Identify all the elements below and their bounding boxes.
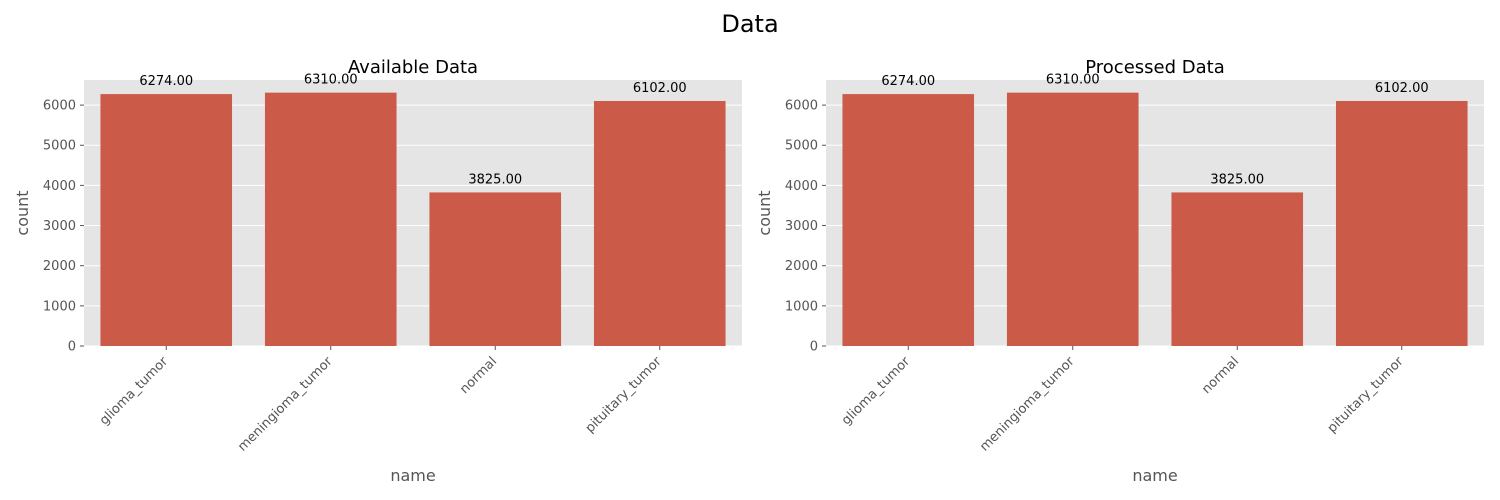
bar <box>593 100 726 347</box>
bar <box>1006 92 1139 346</box>
y-tick-label: 3000 <box>43 219 76 234</box>
chart-title: Processed Data <box>1085 57 1224 78</box>
data-label: 3825.00 <box>468 172 522 187</box>
y-axis-label: count <box>13 190 32 235</box>
x-tick-label: normal <box>1199 354 1242 397</box>
x-tick-label: glioma_tumor <box>97 354 172 429</box>
x-tick-label: normal <box>457 354 500 397</box>
data-label: 6102.00 <box>1375 81 1429 96</box>
x-tick-label: pituitary_tumor <box>1325 354 1407 436</box>
y-tick-label: 2000 <box>43 259 76 274</box>
data-labels: 6274.00 6310.00 3825.00 6102.00 <box>139 73 686 188</box>
data-label: 6310.00 <box>304 73 358 88</box>
data-label: 3825.00 <box>1210 172 1264 187</box>
y-axis-label: count <box>755 190 774 235</box>
x-tick-label: meningioma_tumor <box>235 354 336 455</box>
bar <box>264 92 397 346</box>
data-label: 6274.00 <box>139 74 193 89</box>
y-tick-label: 0 <box>68 340 76 355</box>
bars <box>100 92 726 347</box>
data-label: 6102.00 <box>633 81 687 96</box>
y-tick-label: 6000 <box>43 99 76 114</box>
data-labels: 6274.00 6310.00 3825.00 6102.00 <box>881 73 1428 188</box>
chart-panel-available: 0 1000 2000 3000 4000 5000 6000 glioma_tumor men… <box>13 57 742 485</box>
y-tick-label: 5000 <box>785 139 818 154</box>
y-tick-label: 4000 <box>43 179 76 194</box>
y-tick-label: 1000 <box>43 299 76 314</box>
y-tick-label: 2000 <box>785 259 818 274</box>
x-tick-label: glioma_tumor <box>839 354 914 429</box>
bar <box>429 192 562 346</box>
y-tick-label: 5000 <box>43 139 76 154</box>
x-tick-label: pituitary_tumor <box>583 354 665 436</box>
y-tick-label: 0 <box>810 340 818 355</box>
y-tick-label: 4000 <box>785 179 818 194</box>
bar <box>1335 100 1468 347</box>
chart-title: Available Data <box>348 57 478 78</box>
x-tick-label: meningioma_tumor <box>977 354 1078 455</box>
bar <box>1171 192 1304 346</box>
data-label: 6310.00 <box>1046 73 1100 88</box>
y-tick-label: 6000 <box>785 99 818 114</box>
x-axis-label: name <box>1132 466 1177 485</box>
chart-panel-processed: 0 1000 2000 3000 4000 5000 6000 glioma_tumor men… <box>755 57 1484 485</box>
figure-title: Data <box>721 10 778 38</box>
y-tick-label: 1000 <box>785 299 818 314</box>
bar <box>100 94 233 346</box>
x-axis-label: name <box>390 466 435 485</box>
bar <box>842 94 975 346</box>
data-label: 6274.00 <box>881 74 935 89</box>
y-tick-label: 3000 <box>785 219 818 234</box>
bars <box>842 92 1468 347</box>
